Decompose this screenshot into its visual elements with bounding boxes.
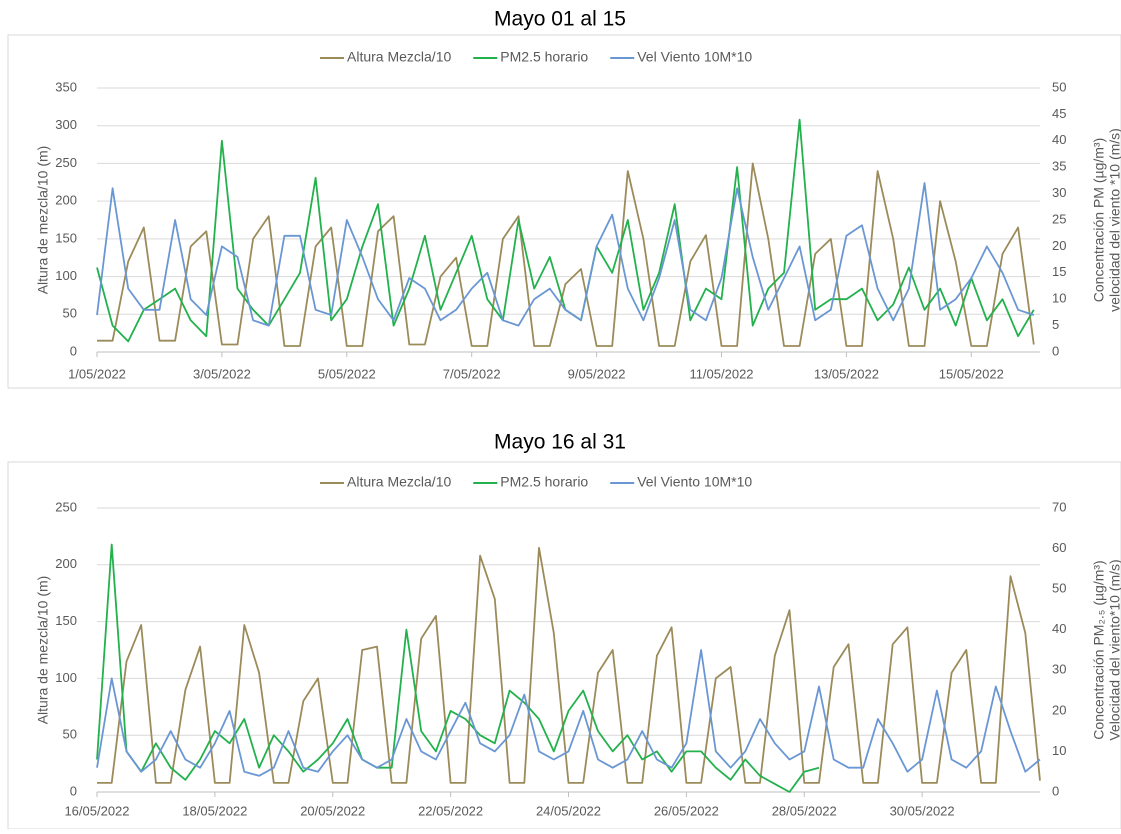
x-tick-label: 26/05/2022 [654,803,719,818]
y2-tick-label: 10 [1052,743,1066,758]
y-tick-label: 250 [55,155,77,170]
y2-tick-label: 0 [1052,343,1059,358]
y2-tick-label: 50 [1052,79,1066,94]
y2-tick-label: 5 [1052,317,1059,332]
x-tick-label: 18/05/2022 [182,803,247,818]
y2-tick-label: 40 [1052,132,1066,147]
y-tick-label: 150 [55,230,77,245]
y-tick-label: 0 [70,783,77,798]
x-tick-label: 22/05/2022 [418,803,483,818]
y2-tick-label: 60 [1052,540,1066,555]
chart-frame [7,461,1121,830]
y-tick-label: 50 [63,727,77,742]
chart-title: Mayo 01 al 15 [494,8,626,31]
y2-tick-label: 10 [1052,291,1066,306]
x-tick-label: 16/05/2022 [64,803,129,818]
y2-tick-label: 70 [1052,499,1066,514]
y-tick-label: 350 [55,79,77,94]
y2-tick-label: 15 [1052,264,1066,279]
x-tick-label: 20/05/2022 [300,803,365,818]
x-tick-label: 24/05/2022 [536,803,601,818]
y-tick-label: 100 [55,268,77,283]
series-line [97,546,1041,784]
y-tick-label: 50 [63,306,77,321]
x-tick-label: 9/05/2022 [568,366,626,381]
y2-tick-label: 20 [1052,238,1066,253]
series-line [96,543,820,793]
x-tick-label: 7/05/2022 [443,366,501,381]
legend-label: Altura Mezcla/10 [347,49,451,65]
y-tick-label: 150 [55,613,77,628]
x-tick-label: 3/05/2022 [193,366,251,381]
y2-tick-label: 30 [1052,662,1066,677]
y-tick-label: 0 [70,343,77,358]
series-line [96,649,1041,777]
x-tick-label: 28/05/2022 [772,803,837,818]
y-tick-label: 250 [55,499,77,514]
x-tick-label: 13/05/2022 [814,366,879,381]
legend-label: Vel Viento 10M*10 [637,474,752,490]
x-tick-label: 15/05/2022 [939,366,1004,381]
y2-tick-label: 40 [1052,621,1066,636]
x-tick-label: 5/05/2022 [318,366,376,381]
y-axis-label: Altura de mezcla/10 (m) [35,146,51,295]
x-tick-label: 30/05/2022 [890,803,955,818]
series-line [97,162,1035,347]
legend-label: Vel Viento 10M*10 [637,49,752,65]
y2-tick-label: 35 [1052,159,1066,174]
legend-label: PM2.5 horario [500,49,588,65]
y2-tick-label: 25 [1052,211,1066,226]
y2-tick-label: 50 [1052,581,1066,596]
legend-label: PM2.5 horario [500,474,588,490]
y2-axis-label: Concentración PM (µg/m³) [1091,138,1107,302]
y-tick-label: 100 [55,670,77,685]
y2-tick-label: 30 [1052,185,1066,200]
legend-label: Altura Mezcla/10 [347,474,451,490]
y2-tick-label: 45 [1052,106,1066,121]
y-tick-label: 200 [55,556,77,571]
series-line [96,182,1035,327]
y-tick-label: 300 [55,117,77,132]
y2-tick-label: 0 [1052,783,1059,798]
y2-tick-label: 20 [1052,702,1066,717]
x-tick-label: 1/05/2022 [68,366,126,381]
y2-axis-label: Velocidad del viento*10 (m/s) [1107,559,1121,740]
x-tick-label: 11/05/2022 [689,366,753,381]
chart-frame [7,34,1121,389]
chart-title: Mayo 16 al 31 [494,431,626,454]
y-tick-label: 200 [55,193,77,208]
y2-axis-label: velocidad del viento *10 (m/s) [1107,128,1121,312]
y-axis-label: Altura de mezcla/10 (m) [35,576,51,725]
y2-axis-label: Concentración PM₂.₅ (µg/m³) [1091,560,1107,739]
